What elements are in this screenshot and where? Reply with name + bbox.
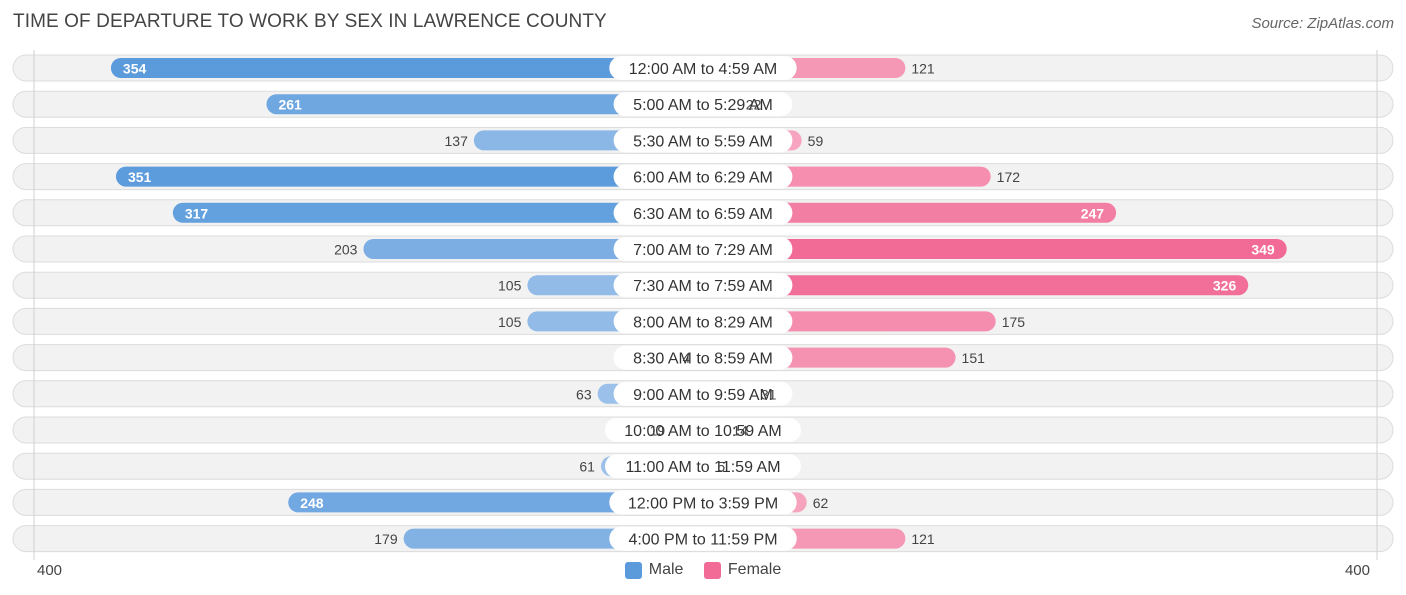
category-label-pill <box>613 164 793 189</box>
category-label: 7:30 AM to 7:59 AM <box>633 278 773 295</box>
male-value-label: 61 <box>579 459 595 475</box>
category-label-pill <box>613 309 793 334</box>
female-value-label: 121 <box>911 61 935 77</box>
category-label: 8:00 AM to 8:29 AM <box>633 314 773 331</box>
category-label: 7:00 AM to 7:29 AM <box>633 242 773 259</box>
female-value-label: 14 <box>732 423 748 439</box>
category-label: 6:00 AM to 6:29 AM <box>633 170 773 187</box>
category-label-pill <box>613 345 793 370</box>
category-label: 6:30 AM to 6:59 AM <box>633 206 773 223</box>
category-label: 12:00 PM to 3:59 PM <box>628 495 778 512</box>
male-value-label: 19 <box>650 423 666 439</box>
male-value-label: 179 <box>374 531 398 547</box>
category-label-pill <box>613 128 793 153</box>
category-label-pill <box>613 92 793 117</box>
legend-swatch-female <box>703 561 721 579</box>
male-value-label: 351 <box>128 169 152 185</box>
female-value-label: 5 <box>717 459 725 475</box>
legend-label-female: Female <box>727 561 782 578</box>
category-label: 5:00 AM to 5:29 AM <box>633 97 773 114</box>
bar-female <box>693 275 1249 296</box>
male-value-label: 105 <box>498 278 522 294</box>
category-label: 12:00 AM to 4:59 AM <box>629 61 778 78</box>
category-label-pill <box>613 237 793 261</box>
male-value-label: 317 <box>185 205 209 221</box>
male-value-label: 261 <box>278 97 302 113</box>
diverging-bar-chart: 12:00 AM to 4:59 AM 354 121 5:00 AM to 5:29… <box>12 50 1394 560</box>
bar-male <box>172 202 713 223</box>
bar-male <box>266 94 713 115</box>
female-value-label: 151 <box>962 350 986 366</box>
female-value-label: 175 <box>1002 314 1026 330</box>
legend-item-male[interactable]: Male <box>624 561 684 579</box>
bar-female <box>693 239 1287 259</box>
male-value-label: 105 <box>498 314 522 330</box>
female-value-label: 31 <box>761 386 777 402</box>
female-value-label: 349 <box>1251 242 1275 258</box>
male-value-label: 137 <box>445 133 469 149</box>
legend: Male Female <box>0 561 1406 584</box>
chart-title: TIME OF DEPARTURE TO WORK BY SEX IN LAWR… <box>13 11 607 32</box>
male-value-label: 203 <box>334 242 358 258</box>
category-label: 5:30 AM to 5:59 AM <box>633 133 773 150</box>
category-label-pill <box>609 56 797 80</box>
category-label: 4:00 PM to 11:59 PM <box>628 532 777 549</box>
category-label-pill <box>613 273 793 298</box>
legend-label-male: Male <box>648 561 684 578</box>
category-label: 9:00 AM to 9:59 AM <box>633 387 773 404</box>
axis-right-max-label: 400 <box>1344 562 1370 579</box>
male-value-label: 63 <box>576 386 592 402</box>
category-label-pill <box>605 454 801 479</box>
category-label-pill <box>613 200 793 225</box>
male-value-label: 354 <box>123 61 147 77</box>
female-value-label: 326 <box>1213 278 1237 294</box>
category-label: 8:30 AM to 8:59 AM <box>633 351 773 368</box>
female-value-label: 172 <box>997 169 1021 185</box>
female-value-label: 247 <box>1081 205 1105 221</box>
male-value-label: 248 <box>300 495 324 511</box>
male-value-label: 4 <box>683 350 691 366</box>
category-label-pill <box>613 381 793 406</box>
legend-item-female[interactable]: Female <box>703 561 782 579</box>
female-value-label: 121 <box>911 531 935 547</box>
category-label-pill <box>609 526 797 551</box>
female-value-label: 62 <box>813 495 829 511</box>
source-credit: Source: ZipAtlas.com <box>1251 15 1394 32</box>
female-value-label: 22 <box>746 97 762 113</box>
category-label: 11:00 AM to 11:59 AM <box>625 459 780 476</box>
category-label: 10:00 AM to 10:59 AM <box>624 423 781 440</box>
female-value-label: 59 <box>808 133 824 149</box>
category-label-pill <box>609 490 797 515</box>
category-label-pill <box>605 418 801 442</box>
axis-left-max-label: 400 <box>37 562 63 579</box>
bar-female <box>693 202 1117 223</box>
legend-swatch-male <box>624 561 642 579</box>
bar-male <box>110 58 713 78</box>
bar-male <box>288 492 713 513</box>
bar-male <box>115 166 713 187</box>
